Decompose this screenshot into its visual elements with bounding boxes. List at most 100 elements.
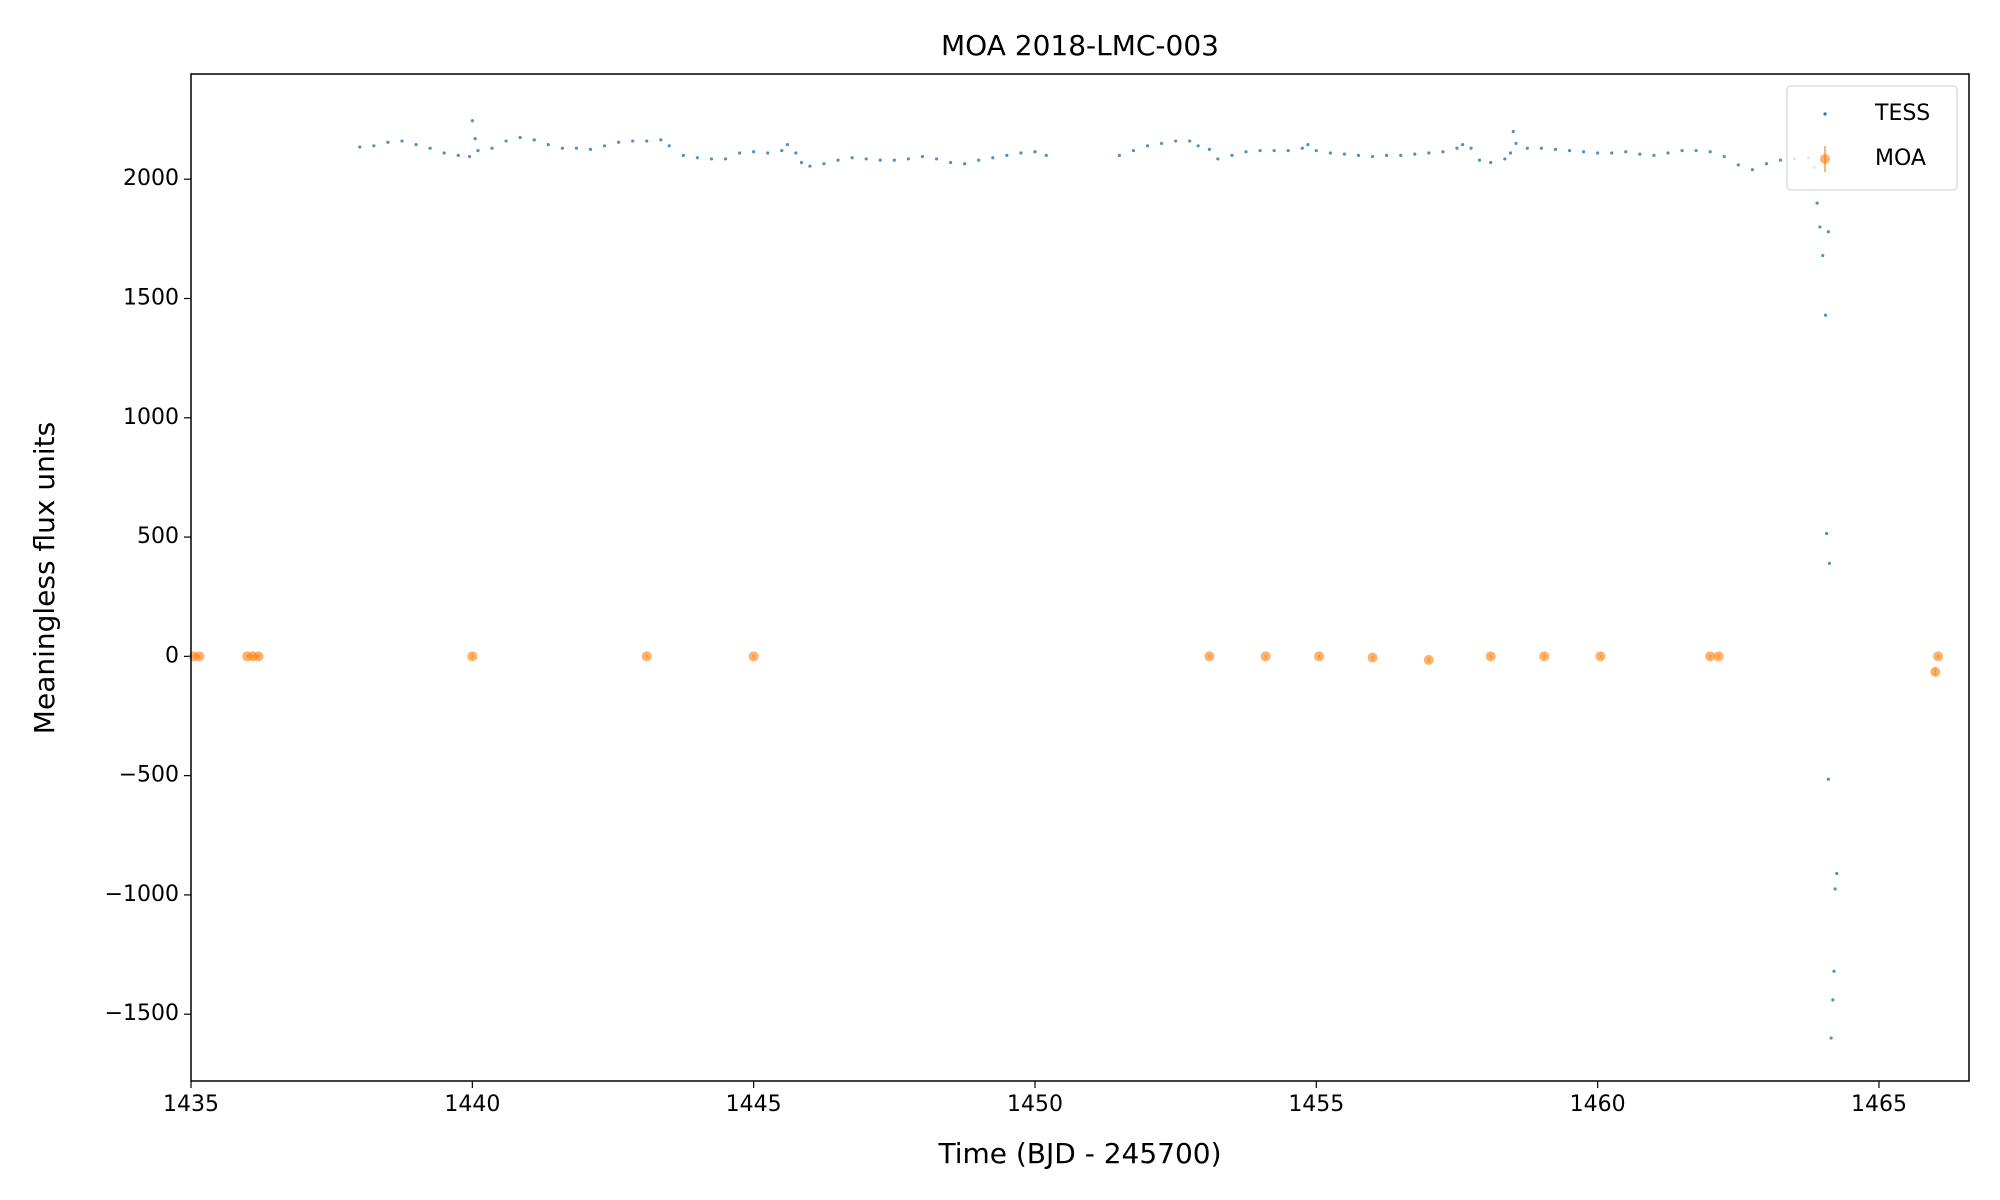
point <box>1314 148 1318 153</box>
point <box>1624 150 1628 154</box>
point <box>878 158 882 162</box>
point <box>386 140 390 144</box>
point <box>1825 531 1829 536</box>
x-tick-label: 1435 <box>163 1092 219 1117</box>
point <box>1260 651 1271 662</box>
point <box>1019 151 1023 155</box>
plot-frame <box>190 73 1970 1082</box>
point <box>1477 158 1482 162</box>
y-axis-label: Meaningless flux units <box>28 422 61 734</box>
point <box>748 651 759 662</box>
point <box>1694 148 1698 153</box>
x-tick-label: 1460 <box>1570 1092 1626 1117</box>
point <box>1815 201 1819 205</box>
point <box>1722 154 1726 159</box>
y-tick-label: 1500 <box>123 285 179 310</box>
point <box>1441 150 1445 154</box>
point <box>785 143 790 147</box>
point <box>695 156 699 160</box>
y-tick-label: −1500 <box>105 1001 179 1026</box>
point <box>794 151 798 155</box>
point <box>470 119 474 123</box>
x-tick-label: 1450 <box>1007 1092 1063 1117</box>
point <box>428 146 432 150</box>
y-tick-label: 1000 <box>123 405 179 430</box>
point <box>1230 153 1234 157</box>
point <box>1399 153 1403 157</box>
point <box>253 651 264 662</box>
point <box>1370 154 1375 159</box>
point <box>1342 152 1347 156</box>
point <box>1826 777 1830 781</box>
point <box>1581 150 1586 154</box>
point <box>1708 150 1712 154</box>
point <box>602 144 607 148</box>
point <box>1145 144 1150 148</box>
point <box>532 138 536 142</box>
point <box>1553 147 1558 151</box>
point <box>1204 651 1215 662</box>
point <box>442 151 446 155</box>
point <box>752 150 756 154</box>
point <box>467 154 472 159</box>
point <box>1427 151 1431 155</box>
point <box>1005 153 1009 157</box>
point <box>1306 143 1310 147</box>
point <box>546 143 550 147</box>
point <box>645 139 649 143</box>
point <box>892 158 896 162</box>
point <box>400 139 404 143</box>
point <box>1356 153 1361 157</box>
point <box>631 139 635 143</box>
point <box>1833 887 1837 891</box>
point <box>1821 253 1825 258</box>
point <box>1244 150 1248 154</box>
y-tick-label: 2000 <box>123 166 179 191</box>
point <box>518 135 522 140</box>
point <box>1485 651 1496 662</box>
point <box>194 651 205 662</box>
point <box>467 651 478 662</box>
point <box>1525 146 1529 150</box>
point <box>906 157 910 161</box>
point <box>1764 162 1769 166</box>
y-tick-label: −500 <box>119 763 179 788</box>
point <box>414 143 418 147</box>
point <box>1835 871 1839 876</box>
series-1 <box>188 651 1944 677</box>
point <box>1489 160 1493 165</box>
point <box>1831 998 1835 1002</box>
y-tick-label: 500 <box>137 524 179 549</box>
x-tick-label: 1455 <box>1288 1092 1344 1117</box>
point <box>1455 146 1459 150</box>
point <box>963 162 967 166</box>
point <box>641 651 652 662</box>
point <box>476 148 480 153</box>
point <box>504 139 508 143</box>
point <box>1610 151 1614 155</box>
point <box>490 146 494 150</box>
point <box>1596 151 1600 155</box>
point <box>836 158 840 162</box>
legend-label: TESS <box>1874 101 1930 126</box>
point <box>799 160 804 165</box>
point <box>920 154 925 159</box>
point <box>1469 146 1473 150</box>
y-tick-label: 0 <box>165 643 179 668</box>
point <box>948 160 953 165</box>
point <box>473 137 477 141</box>
point <box>780 148 784 153</box>
series-0 <box>358 119 1839 1040</box>
point <box>766 151 770 155</box>
point <box>574 146 579 150</box>
point <box>709 157 714 161</box>
point <box>1385 153 1389 157</box>
point <box>1818 225 1822 229</box>
point <box>1286 148 1290 153</box>
x-axis-label: Time (BJD - 245700) <box>937 1137 1221 1170</box>
point <box>1328 151 1332 155</box>
point <box>1300 146 1304 150</box>
point <box>1511 129 1515 134</box>
point <box>737 151 742 155</box>
